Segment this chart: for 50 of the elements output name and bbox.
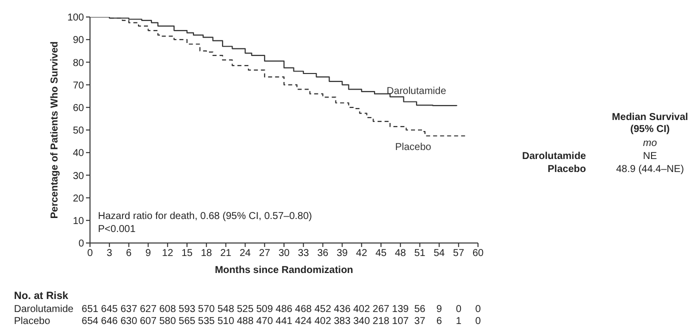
- y-tick-label: 10: [72, 216, 84, 227]
- x-tick-label: 54: [434, 248, 446, 260]
- x-tick-label: 21: [220, 248, 232, 260]
- text: Darolutamide: [521, 151, 586, 162]
- text: mo: [642, 138, 658, 149]
- x-tick-label: 24: [240, 248, 252, 260]
- x-tick-label: 39: [336, 248, 348, 260]
- x-tick-label: 3: [106, 248, 113, 260]
- y-tick-label: 60: [72, 102, 84, 114]
- x-tick-label: 6: [126, 248, 132, 260]
- text: Darolutamide: [14, 304, 74, 315]
- series-label: Darolutamide: [386, 86, 446, 98]
- x-tick-label: 60: [472, 248, 484, 260]
- text: 651 645 637 627 608 593 570 548 525 509 486 468 452 436 402 267 139 56 9 0 0: [82, 304, 481, 315]
- x-tick-label: 51: [414, 248, 426, 260]
- y-tick-label: 20: [72, 193, 84, 204]
- x-tick-label: 36: [317, 248, 329, 260]
- annotation: Hazard ratio for death, 0.68 (95% CI, 0.57–0.80): [98, 211, 312, 222]
- x-tick-label: 27: [259, 248, 271, 260]
- y-axis-title: Percentage of Patients Who Survived: [50, 41, 61, 219]
- x-tick-label: 45: [375, 248, 387, 260]
- x-tick-label: 15: [181, 248, 193, 260]
- y-tick-label: 40: [72, 148, 84, 160]
- y-tick-label: 50: [72, 126, 84, 137]
- text: Placebo: [546, 164, 586, 175]
- x-tick-label: 12: [162, 248, 174, 260]
- x-tick-label: 42: [356, 248, 368, 260]
- y-tick-label: 80: [72, 58, 84, 69]
- x-tick-label: 48: [394, 248, 406, 260]
- x-tick-label: 33: [298, 248, 310, 260]
- x-tick-label: 0: [87, 248, 94, 260]
- series-label: Placebo: [395, 142, 432, 153]
- text: Median Survival: [610, 112, 690, 123]
- text: 654 646 630 607 580 565 535 510 488 470 441 424 402 383 340 218 107 37 6 1 0: [82, 316, 481, 327]
- y-tick-label: 90: [72, 35, 84, 46]
- y-tick-label: 70: [72, 80, 84, 92]
- x-axis-title: Months since Randomization: [214, 265, 354, 276]
- text: NE: [642, 151, 658, 162]
- text: (95% CI): [629, 124, 671, 135]
- y-tick-label: 0: [78, 238, 84, 250]
- x-tick-label: 9: [145, 248, 152, 260]
- text: No. at Risk: [14, 290, 68, 302]
- y-tick-label: 30: [72, 170, 84, 182]
- x-tick-label: 57: [453, 248, 465, 260]
- y-tick-label: 100: [67, 12, 84, 24]
- text: Placebo: [14, 316, 50, 327]
- x-tick-label: 18: [200, 248, 212, 260]
- text: 48.9 (44.4–NE): [615, 164, 685, 175]
- annotation: P<0.001: [98, 224, 136, 235]
- x-tick-label: 30: [278, 248, 290, 260]
